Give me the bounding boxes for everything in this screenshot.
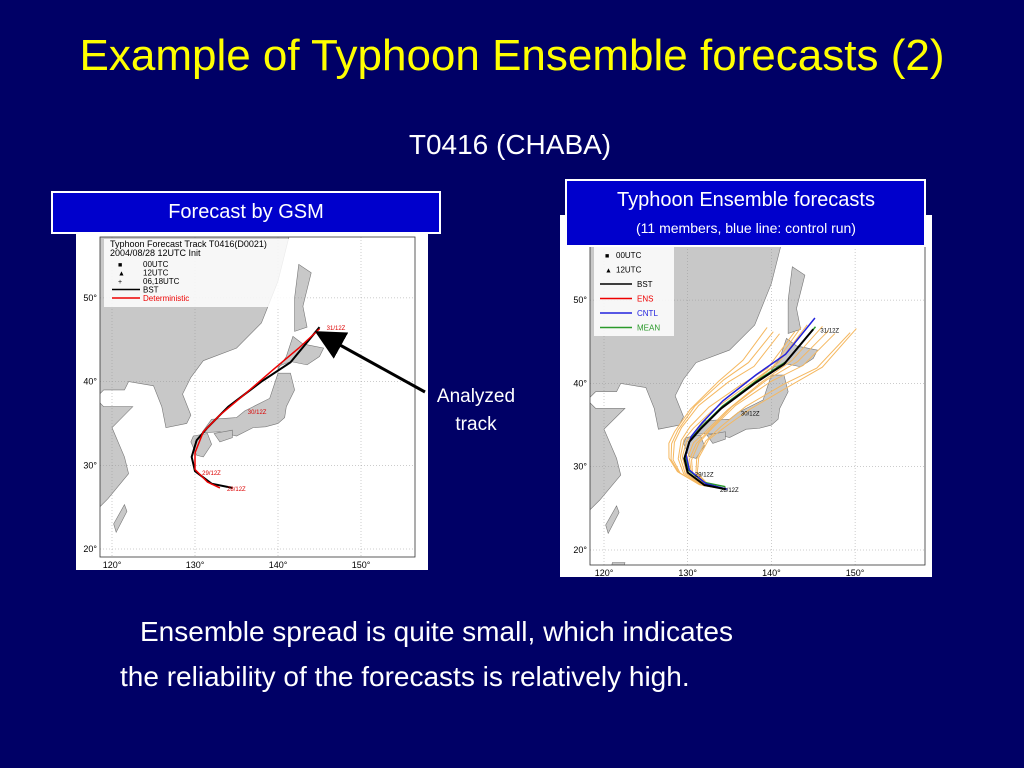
plot-border: [99, 236, 416, 558]
body-text: the reliability of the forecasts is rela…: [120, 661, 690, 692]
track-label: 31/12Z: [327, 326, 346, 332]
control-track: [685, 317, 816, 490]
lon-label: 140°: [269, 560, 288, 570]
lon-label: 130°: [678, 568, 697, 578]
ensemble-track: [686, 325, 823, 490]
land: [202, 372, 295, 437]
legend-symbol: ■: [118, 262, 122, 269]
ensemble-track: [672, 333, 780, 490]
ensemble-track: [695, 332, 851, 490]
legend-bg: [594, 246, 674, 336]
lat-label: 30°: [83, 460, 97, 470]
legend-entry: 00UTC: [616, 251, 642, 260]
lat-label: 50°: [573, 295, 587, 305]
land: [294, 263, 312, 332]
track-label: 29/12Z: [695, 472, 714, 478]
land: [113, 503, 128, 534]
deterministic-track: [194, 328, 321, 489]
legend-symbol: ▲: [118, 271, 125, 278]
legend-entry: BST: [637, 280, 653, 289]
legend-symbol: ■: [605, 253, 609, 260]
lat-label: 50°: [83, 293, 97, 303]
map-left: 50° 40° 30° 20° 120° 130° 140° 150° 31/12Z 30/12Z…: [83, 236, 416, 570]
label-box: [51, 191, 441, 234]
annotation: Analyzed: [437, 386, 515, 407]
ensemble-track: [696, 328, 857, 490]
label-box: [565, 179, 926, 247]
track-label: 30/12Z: [248, 410, 267, 416]
ensemble-track: [679, 327, 802, 490]
lat-label: 20°: [83, 544, 97, 554]
panel-label: Forecast by GSM: [168, 201, 324, 223]
annotation-arrow: [314, 331, 426, 394]
track-label: 30/12Z: [741, 412, 760, 418]
map-right: 50° 40° 30° 20° 120° 130° 140° 150° 31/12Z 30/12Z…: [573, 221, 926, 578]
legend-entry: BST: [143, 286, 159, 295]
lon-label: 130°: [186, 560, 205, 570]
land: [611, 562, 626, 565]
panel-sublabel: (11 members, blue line: control run): [636, 220, 856, 236]
map-header: Typhoon Forecast Track T0416(D0021): [110, 239, 267, 249]
lon-label: 120°: [595, 568, 614, 578]
map-header: 2004/08/28 12UTC Init: [110, 248, 201, 258]
lon-label: 150°: [352, 560, 371, 570]
legend-entry: MEAN: [637, 324, 660, 333]
legend-symbol: +: [118, 279, 122, 286]
legend-entry: 06,18UTC: [143, 277, 180, 286]
legend-entry: CNTL: [637, 309, 658, 318]
legend-bg: [104, 239, 294, 307]
track-label: 29/12Z: [202, 471, 221, 477]
body-text: Ensemble spread is quite small, which in…: [140, 616, 733, 647]
lon-label: 120°: [103, 560, 122, 570]
legend-entry: 12UTC: [616, 266, 642, 275]
annotation: track: [455, 414, 497, 435]
lon-label: 140°: [762, 568, 781, 578]
lon-label: 150°: [846, 568, 865, 578]
legend-entry: 12UTC: [143, 269, 169, 278]
land: [706, 431, 726, 444]
legend-symbol: ▲: [605, 268, 612, 275]
lat-label: 30°: [573, 462, 587, 472]
track-label: 28/12Z: [227, 487, 246, 493]
lat-label: 40°: [83, 377, 97, 387]
subtitle: T0416 (CHABA): [409, 129, 611, 160]
track-label: 28/12Z: [720, 488, 739, 494]
land: [213, 429, 233, 443]
lat-label: 40°: [573, 378, 587, 388]
legend-entry: 00UTC: [143, 260, 169, 269]
land: [605, 505, 620, 535]
track-label: 31/12Z: [820, 328, 839, 334]
legend-entry: Deterministic: [143, 294, 189, 303]
slide-title: Example of Typhoon Ensemble forecasts (2…: [80, 31, 945, 80]
legend-entry: ENS: [637, 295, 653, 304]
panel-label: Typhoon Ensemble forecasts: [617, 189, 875, 211]
best-track: [683, 328, 815, 491]
lat-label: 20°: [573, 545, 587, 555]
